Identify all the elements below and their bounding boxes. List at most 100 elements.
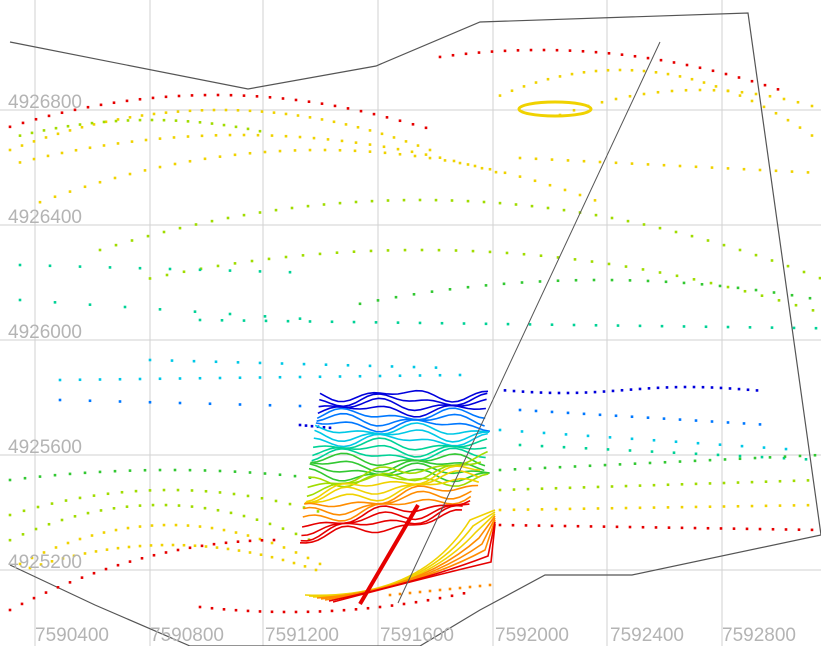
elevation-point: [563, 188, 567, 192]
elevation-point: [198, 605, 202, 609]
elevation-point: [203, 469, 207, 472]
elevation-point: [722, 481, 726, 485]
elevation-point: [562, 445, 566, 449]
elevation-point: [248, 109, 252, 113]
elevation-point: [550, 158, 554, 161]
elevation-point: [268, 95, 272, 99]
elevation-point: [520, 430, 524, 433]
elevation-point: [318, 562, 322, 566]
elevation-point: [34, 117, 38, 121]
elevation-point: [620, 53, 624, 56]
elevation-point: [438, 55, 442, 59]
contour-line: [324, 519, 496, 601]
elevation-point: [47, 114, 51, 118]
elevation-point: [198, 376, 202, 380]
elevation-point: [18, 298, 22, 302]
elevation-point: [66, 541, 70, 545]
elevation-point: [530, 390, 534, 394]
elevation-point: [116, 118, 120, 121]
elevation-point: [177, 94, 181, 98]
survey-boundary-line: [9, 12, 821, 646]
elevation-point: [528, 467, 532, 470]
elevation-point: [294, 532, 298, 536]
elevation-point: [368, 143, 372, 146]
elevation-point: [786, 264, 790, 268]
elevation-point: [764, 480, 768, 483]
elevation-point: [554, 507, 558, 511]
elevation-point: [738, 248, 742, 252]
elevation-point: [340, 139, 344, 143]
elevation-point: [770, 326, 774, 329]
elevation-point: [518, 443, 522, 447]
elevation-point: [216, 508, 220, 512]
elevation-point: [674, 440, 678, 444]
elevation-point: [198, 525, 202, 528]
elevation-point: [99, 103, 103, 107]
elevation-point: [198, 121, 202, 124]
contour-line: [301, 503, 470, 537]
elevation-point: [198, 318, 202, 322]
elevation-point: [338, 148, 342, 152]
elevation-point: [50, 502, 54, 505]
elevation-point: [754, 92, 758, 96]
x-tick-label: 7592000: [495, 625, 569, 646]
elevation-point: [702, 81, 706, 84]
elevation-point: [740, 444, 744, 448]
elevation-point: [78, 123, 82, 126]
elevation-point: [568, 507, 572, 511]
elevation-point: [192, 359, 196, 363]
elevation-point: [678, 460, 682, 463]
elevation-point: [46, 154, 50, 158]
elevation-point: [638, 324, 642, 328]
elevation-point: [220, 318, 224, 322]
elevation-point: [537, 524, 541, 527]
elevation-point: [64, 499, 68, 502]
elevation-point: [574, 278, 578, 282]
elevation-point: [188, 546, 192, 550]
elevation-point: [173, 162, 177, 166]
elevation-point: [294, 610, 298, 614]
elevation-point: [642, 223, 646, 226]
elevation-point: [242, 94, 246, 97]
ridge-line: [358, 41, 661, 606]
elevation-point: [21, 533, 25, 536]
elevation-point: [768, 456, 772, 459]
elevation-point: [294, 551, 298, 554]
elevation-point: [692, 278, 696, 281]
elevation-point: [412, 365, 416, 369]
elevation-point: [539, 391, 543, 394]
elevation-point: [102, 120, 106, 124]
elevation-point: [762, 105, 766, 109]
contour-line: [316, 407, 486, 421]
elevation-point: [701, 385, 705, 389]
elevation-point: [518, 156, 522, 160]
elevation-point: [738, 454, 742, 458]
contour-line: [314, 422, 490, 435]
elevation-point: [708, 505, 712, 509]
elevation-point: [683, 385, 687, 389]
elevation-point: [466, 285, 470, 289]
elevation-point: [524, 524, 528, 527]
elevation-point: [18, 161, 22, 164]
elevation-point: [410, 150, 414, 154]
elevation-point: [222, 528, 226, 532]
elevation-point: [448, 587, 452, 591]
elevation-point: [386, 199, 390, 202]
elevation-point: [151, 96, 155, 100]
elevation-point: [418, 590, 422, 594]
elevation-point: [685, 63, 689, 67]
elevation-point: [233, 470, 237, 473]
elevation-point: [42, 129, 46, 132]
elevation-point: [263, 150, 267, 154]
elevation-point: [398, 374, 402, 378]
elevation-point: [78, 265, 82, 268]
elevation-point: [710, 420, 714, 423]
elevation-point: [255, 95, 259, 98]
elevation-point: [754, 288, 758, 292]
elevation-point: [743, 289, 747, 293]
elevation-point: [358, 374, 362, 378]
elevation-point: [326, 138, 330, 141]
elevation-point: [270, 555, 274, 559]
